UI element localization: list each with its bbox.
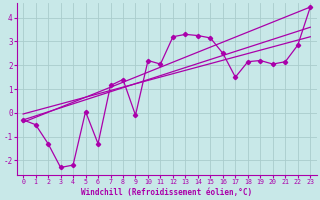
- X-axis label: Windchill (Refroidissement éolien,°C): Windchill (Refroidissement éolien,°C): [81, 188, 252, 197]
